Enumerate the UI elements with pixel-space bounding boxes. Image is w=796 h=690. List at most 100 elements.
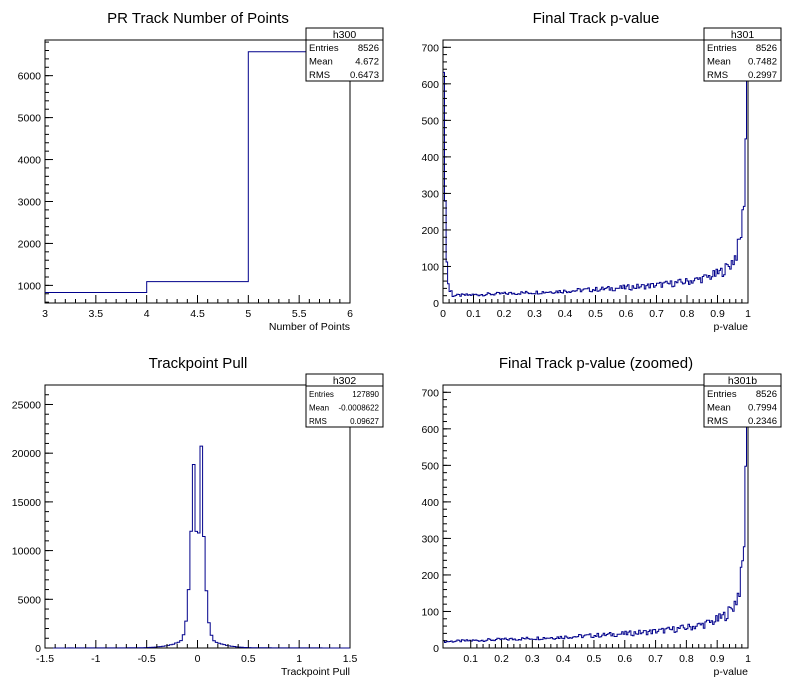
stats-histogram-name: h301b (728, 375, 757, 387)
plot-frame (44, 39, 351, 304)
x-tick-label: 0.4 (558, 308, 573, 320)
histogram-series (443, 403, 748, 643)
y-tick-label: 300 (421, 533, 439, 545)
histogram-panel-2: Final Track p-value 0 0.1 0.2 0.3 0.4 0.5 0.6 0.… (421, 10, 782, 333)
x-tick-label: 1.5 (343, 653, 358, 665)
y-tick-label: 400 (421, 152, 439, 164)
stats-value: 8526 (756, 389, 777, 400)
stats-value: 0.09627 (350, 417, 379, 426)
stats-histogram-name: h301 (731, 29, 755, 41)
stats-value: 0.7482 (748, 57, 777, 68)
histogram-series (45, 445, 350, 649)
x-tick-label: 0.8 (680, 308, 695, 320)
histogram-series (443, 39, 748, 297)
x-tick-label: 0 (195, 653, 201, 665)
x-tick-label: 4.5 (190, 308, 205, 320)
y-tick-label: 25000 (12, 399, 41, 411)
x-tick-label: 0.5 (241, 653, 256, 665)
x-tick-label: 0.5 (588, 308, 603, 320)
y-tick-label: 600 (421, 424, 439, 436)
y-tick-label: 15000 (12, 497, 41, 509)
y-tick-label: 2000 (18, 238, 42, 250)
stats-box-frame (703, 373, 782, 428)
x-tick-label: -1.5 (36, 653, 54, 665)
plot-frame (442, 384, 749, 649)
x-tick-label: 0 (440, 308, 446, 320)
x-tick-label: 0.1 (463, 653, 478, 665)
x-tick-label: 0.7 (648, 653, 663, 665)
x-tick-label: 0.2 (497, 308, 512, 320)
chart-title: Trackpoint Pull (149, 355, 248, 372)
stats-value: 8526 (756, 43, 777, 54)
y-tick-label: 500 (421, 460, 439, 472)
x-tick-label: 0.6 (619, 308, 634, 320)
y-tick-label: 0 (433, 643, 439, 655)
y-tick-label: 6000 (18, 71, 42, 83)
x-tick-label: 6 (347, 308, 353, 320)
x-tick-label: 5 (245, 308, 251, 320)
x-tick-label: 0.3 (525, 653, 540, 665)
stats-label: Mean (309, 404, 329, 413)
x-tick-label: 0.8 (679, 653, 694, 665)
histogram-panel-1: PR Track Number of Points 3 3.5 4 4.5 5 5.5 6 10… (18, 10, 384, 333)
stats-label: RMS (309, 417, 327, 426)
stats-value: 0.2346 (748, 416, 777, 427)
x-tick-label: 0.9 (710, 653, 725, 665)
x-tick-label: 3 (42, 308, 48, 320)
stats-value: 0.7994 (748, 403, 777, 414)
stats-box: h301b Entries 8526 Mean 0.7994 RMS 0.2346 (703, 373, 782, 428)
stats-value: 0.2997 (748, 70, 777, 81)
y-tick-label: 4000 (18, 155, 42, 167)
stats-label: Entries (707, 43, 737, 54)
x-tick-label: 0.3 (527, 308, 542, 320)
y-tick-label: 0 (35, 643, 41, 655)
histogram-series (45, 51, 350, 293)
y-tick-label: 5000 (18, 594, 42, 606)
x-tick-label: 0.4 (556, 653, 571, 665)
stats-box: h302 Entries 127890 Mean -0.0008622 RMS 0.0962… (305, 373, 384, 428)
stats-label: Entries (309, 43, 339, 54)
x-axis-label: p-value (714, 321, 749, 333)
x-tick-label: 4 (144, 308, 150, 320)
stats-histogram-name: h300 (333, 29, 357, 41)
x-tick-label: -0.5 (138, 653, 156, 665)
y-tick-label: 500 (421, 115, 439, 127)
x-tick-label: 0.1 (466, 308, 481, 320)
y-tick-label: 1000 (18, 280, 42, 292)
chart-title: Final Track p-value (zoomed) (499, 355, 693, 372)
stats-box-frame (305, 373, 384, 428)
stats-label: Mean (309, 57, 333, 68)
y-tick-label: 0 (433, 298, 439, 310)
x-tick-label: 1 (296, 653, 302, 665)
x-tick-label: 1 (745, 308, 751, 320)
histogram-panel-3: Trackpoint Pull -1.5 -1 -0.5 0 0.5 1 1.5 0 5000 10… (12, 355, 384, 678)
stats-value: 8526 (358, 43, 379, 54)
x-tick-label: 1 (745, 653, 751, 665)
stats-label: RMS (707, 70, 728, 81)
y-tick-label: 700 (421, 42, 439, 54)
y-tick-label: 400 (421, 497, 439, 509)
x-axis-label: Number of Points (269, 321, 350, 333)
y-tick-label: 100 (421, 606, 439, 618)
stats-box: h300 Entries 8526 Mean 4.672 RMS 0.6473 (305, 27, 384, 82)
stats-value: -0.0008622 (339, 404, 380, 413)
plot-frame (442, 39, 749, 304)
chart-title: Final Track p-value (533, 10, 660, 27)
stats-box-frame (305, 27, 384, 82)
y-tick-label: 10000 (12, 546, 41, 558)
x-tick-label: 3.5 (89, 308, 104, 320)
x-tick-label: 0.2 (494, 653, 509, 665)
y-tick-label: 200 (421, 570, 439, 582)
histogram-panel-4: Final Track p-value (zoomed) 0.1 0.2 0.3 0.4… (421, 355, 782, 678)
stats-label: Mean (707, 403, 731, 414)
x-tick-label: 0.7 (649, 308, 664, 320)
stats-value: 4.672 (355, 57, 379, 68)
x-tick-label: 5.5 (292, 308, 307, 320)
stats-value: 127890 (352, 390, 379, 399)
stats-label: Entries (309, 390, 334, 399)
stats-box-frame (703, 27, 782, 82)
stats-box: h301 Entries 8526 Mean 0.7482 RMS 0.2997 (703, 27, 782, 82)
y-tick-label: 20000 (12, 448, 41, 460)
stats-value: 0.6473 (350, 70, 379, 81)
